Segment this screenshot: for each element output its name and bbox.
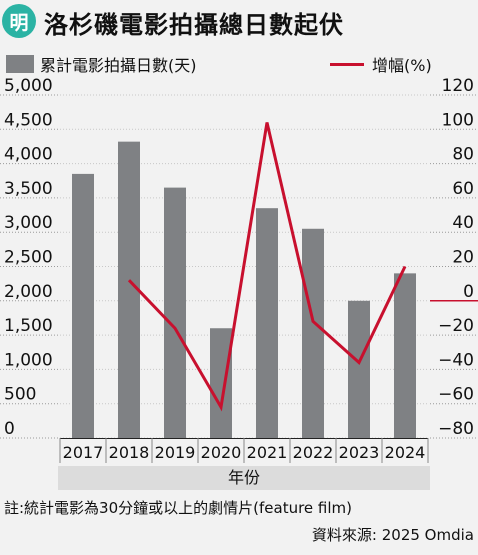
y-left-tick-label: 1,000	[4, 350, 53, 370]
y-right-tick-label: −80	[438, 419, 474, 439]
x-tick-label-2022: 2022	[293, 443, 334, 462]
x-tick-label-2020: 2020	[201, 443, 242, 462]
y-right-tick-label: 20	[452, 248, 474, 268]
y-left-tick-label: 2,500	[4, 248, 53, 268]
y-right-tick-label: 60	[452, 179, 474, 199]
y-right-tick-label: 120	[442, 76, 474, 96]
y-right-tick-label: −20	[438, 316, 474, 336]
bar-2022	[302, 228, 324, 438]
y-left-tick-label: 500	[4, 385, 36, 405]
bar-2017	[72, 173, 94, 438]
x-tick-label-2018: 2018	[109, 443, 150, 462]
legend: 累計電影拍攝日數(天) 增幅(%)	[0, 48, 478, 78]
legend-bar-swatch	[6, 55, 34, 73]
bar-2024	[394, 273, 416, 438]
y-right-tick-label: −40	[438, 350, 474, 370]
y-left-tick-label: 4,500	[4, 110, 53, 130]
y-left-tick-label: 3,000	[4, 213, 53, 233]
legend-bar-label: 累計電影拍攝日數(天)	[40, 56, 197, 75]
x-tick-label-2017: 2017	[63, 443, 104, 462]
y-right-tick-label: 80	[452, 145, 474, 165]
y-right-tick-label: −60	[438, 385, 474, 405]
x-tick-label-2023: 2023	[339, 443, 380, 462]
y-left-tick-label: 2,000	[4, 282, 53, 302]
x-tick-label-2019: 2019	[155, 443, 196, 462]
title-bar: 明 洛杉磯電影拍攝總日數起伏	[0, 0, 478, 42]
x-tick-label-2024: 2024	[385, 443, 426, 462]
bar-2019	[164, 187, 186, 438]
logo-badge: 明	[2, 4, 36, 38]
source-credit: 資料來源: 2025 Omdia	[311, 526, 474, 544]
bar-2018	[118, 141, 140, 438]
y-left-tick-label: 5,000	[4, 76, 53, 96]
y-left-tick-label: 4,000	[4, 145, 53, 165]
legend-line-swatch	[330, 63, 364, 66]
y-left-tick-label: 3,500	[4, 179, 53, 199]
y-right-tick-label: 0	[463, 282, 474, 302]
x-axis-title: 年份	[58, 466, 430, 490]
y-left-tick-label: 0	[4, 419, 15, 439]
y-left-tick-label: 1,500	[4, 316, 53, 336]
bar-2021	[256, 208, 278, 438]
footnote: 註:統計電影為30分鐘或以上的劇情片(feature film)	[4, 499, 352, 517]
chart-title: 洛杉磯電影拍攝總日數起伏	[44, 11, 344, 39]
x-tick-label-2021: 2021	[247, 443, 288, 462]
bar-2020	[210, 328, 232, 438]
legend-line-label: 增幅(%)	[372, 56, 432, 75]
bar-2023	[348, 300, 370, 438]
y-right-tick-label: 100	[442, 110, 474, 130]
y-right-tick-label: 40	[452, 213, 474, 233]
chart: 0 500 1,000 1,500 2,000 2,500 3,000 3,500 4,000 4…	[0, 76, 478, 463]
